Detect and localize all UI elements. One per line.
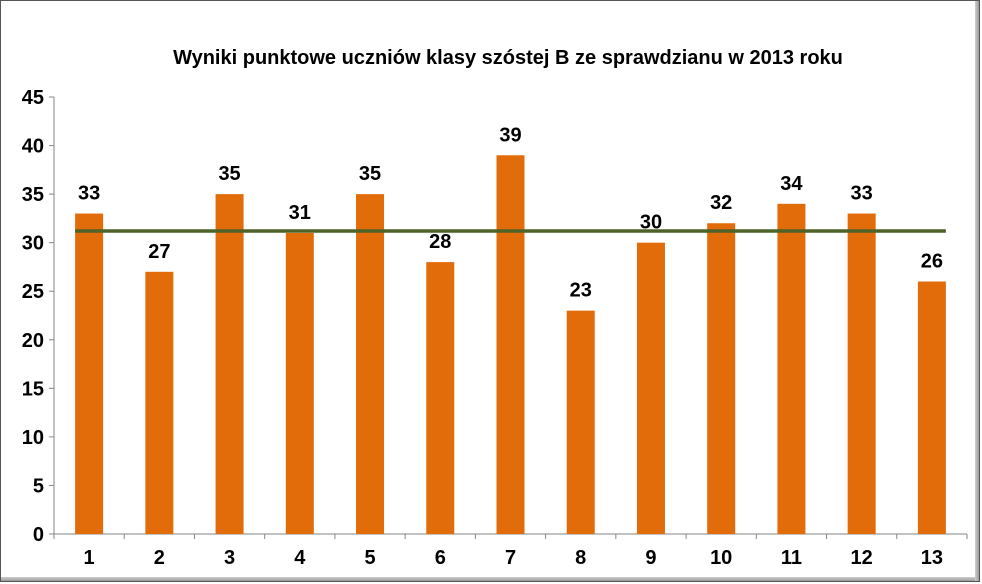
bar (145, 271, 174, 534)
y-axis: 0 5 10 15 20 25 30 35 40 45 (22, 87, 55, 546)
x-tick-label: 2 (154, 547, 165, 569)
y-tick-label: 5 (33, 475, 44, 497)
data-label: 27 (148, 241, 170, 263)
x-tick-label: 7 (505, 547, 516, 569)
bar (215, 194, 244, 534)
bar (566, 310, 595, 534)
x-tick-label: 9 (645, 547, 656, 569)
y-tick-label: 15 (22, 378, 44, 400)
bar (847, 213, 876, 535)
x-tick-label: 11 (781, 547, 802, 569)
data-label: 33 (851, 183, 873, 205)
y-tick-label: 35 (22, 184, 44, 206)
x-tick-label: 6 (435, 547, 446, 569)
data-label: 32 (710, 192, 732, 214)
bars (75, 155, 946, 535)
data-label: 23 (570, 280, 592, 302)
y-tick-label: 45 (22, 87, 44, 109)
data-label: 30 (640, 212, 662, 234)
bar (496, 155, 525, 534)
data-label: 33 (78, 183, 100, 205)
data-label: 31 (289, 202, 311, 224)
x-tick-label: 3 (224, 547, 235, 569)
data-label: 26 (921, 251, 943, 273)
data-label: 35 (218, 163, 240, 185)
x-tick-label: 5 (364, 547, 375, 569)
data-labels: 33 27 35 31 35 28 39 23 30 32 34 33 26 (78, 124, 943, 301)
y-tick-label: 40 (22, 136, 44, 158)
bar (426, 262, 455, 534)
x-tick-label: 13 (921, 547, 943, 569)
bar (285, 232, 314, 534)
x-tick-label: 4 (294, 547, 306, 569)
x-axis: 1 2 3 4 5 6 7 8 9 10 11 12 13 (53, 533, 968, 569)
x-tick-label: 1 (84, 547, 95, 569)
bar (356, 194, 385, 534)
data-label: 28 (429, 231, 451, 253)
y-tick-label: 30 (22, 233, 44, 255)
bar (707, 223, 736, 534)
x-tick-label: 12 (851, 547, 873, 569)
data-label: 39 (499, 124, 521, 146)
bar (917, 281, 946, 534)
y-tick-label: 10 (22, 427, 44, 449)
bar (636, 242, 665, 534)
x-tick-label: 10 (710, 547, 732, 569)
bar (777, 203, 806, 535)
bar (75, 213, 104, 535)
data-label: 35 (359, 163, 381, 185)
data-label: 34 (780, 173, 803, 195)
chart-title: Wyniki punktowe uczniów klasy szóstej B … (173, 47, 843, 69)
y-tick-label: 20 (22, 330, 44, 352)
y-tick-label: 25 (22, 281, 44, 303)
x-tick-label: 8 (575, 547, 586, 569)
y-tick-label: 0 (33, 524, 44, 546)
